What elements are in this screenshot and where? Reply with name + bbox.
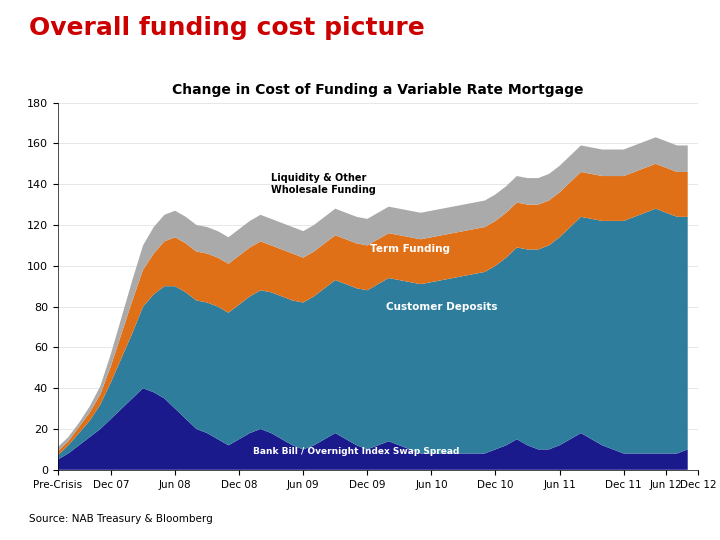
Text: Source: NAB Treasury & Bloomberg: Source: NAB Treasury & Bloomberg [29,514,212,524]
Text: Liquidity & Other
Wholesale Funding: Liquidity & Other Wholesale Funding [271,173,376,195]
Text: Overall funding cost picture: Overall funding cost picture [29,16,425,40]
Title: Change in Cost of Funding a Variable Rate Mortgage: Change in Cost of Funding a Variable Rat… [172,83,584,97]
Text: Bank Bill / Overnight Index Swap Spread: Bank Bill / Overnight Index Swap Spread [253,447,460,456]
Text: Term Funding: Term Funding [370,245,450,254]
Text: Customer Deposits: Customer Deposits [387,302,498,312]
